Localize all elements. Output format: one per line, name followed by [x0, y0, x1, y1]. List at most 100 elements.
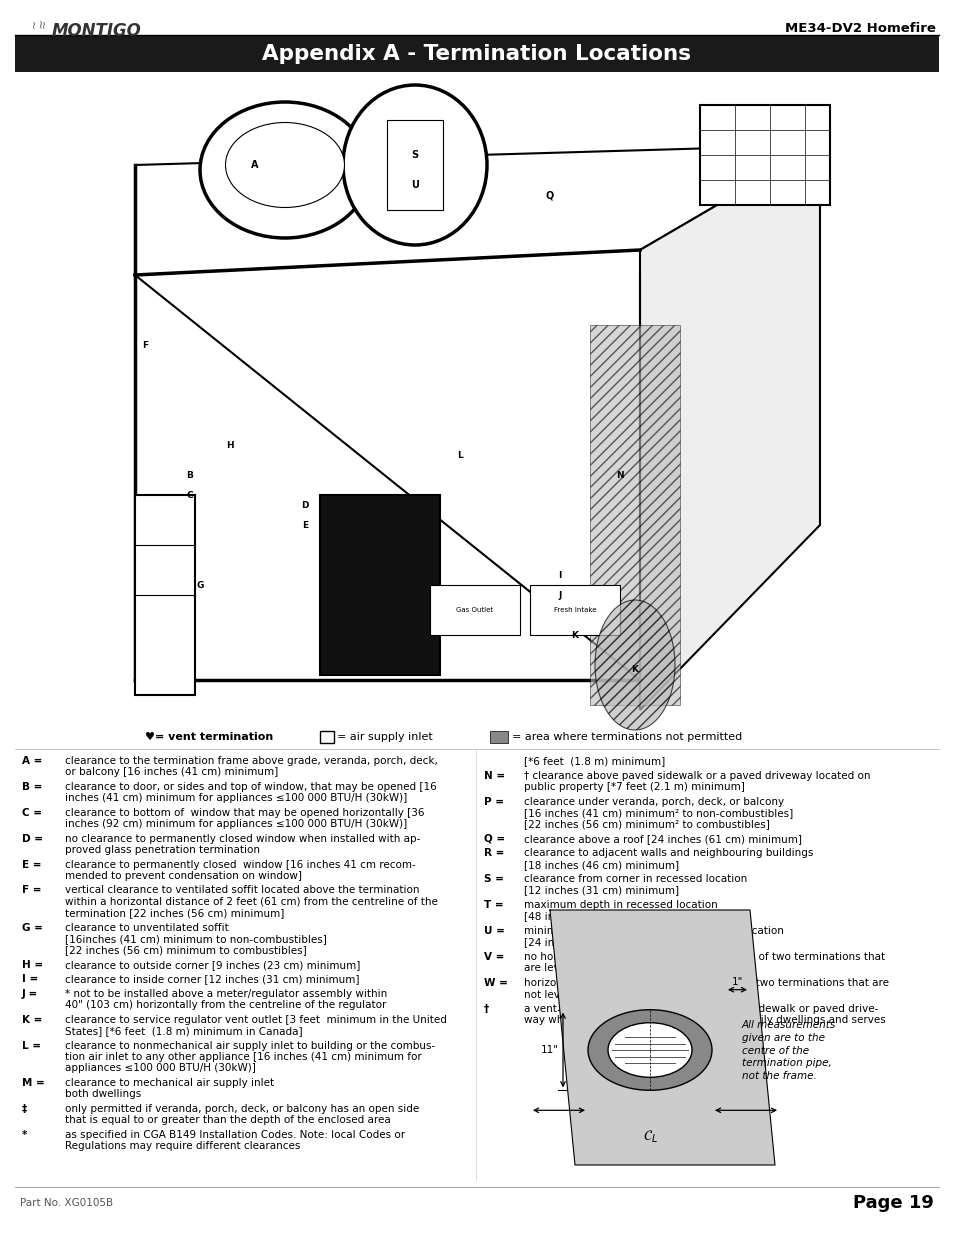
Text: 11": 11": [540, 1045, 558, 1055]
Text: minimum width for back wall of recessed location: minimum width for back wall of recessed …: [523, 926, 783, 936]
Bar: [319, 495, 439, 676]
Polygon shape: [639, 144, 820, 710]
Ellipse shape: [587, 1010, 711, 1091]
Text: ‡: ‡: [22, 1104, 27, 1114]
Text: both dwellings: both dwellings: [65, 1089, 141, 1099]
Polygon shape: [135, 144, 820, 275]
Text: [22 inches (56 cm) minimum² to combustibles]: [22 inches (56 cm) minimum² to combustib…: [523, 819, 769, 829]
Text: way which is located between two single family dwellings and serves: way which is located between two single …: [523, 1015, 884, 1025]
Text: H: H: [226, 441, 233, 450]
Text: [24 inches (61 cm) minimum]: [24 inches (61 cm) minimum]: [523, 937, 679, 947]
Text: C =: C =: [22, 808, 42, 818]
Text: = area where terminations not permitted: = area where terminations not permitted: [512, 732, 741, 742]
Text: I =: I =: [22, 974, 38, 984]
Text: as specified in CGA B149 Installation Codes. Note: local Codes or: as specified in CGA B149 Installation Co…: [65, 1130, 405, 1140]
Text: inches (92 cm) minimum for appliances ≤100 000 BTU/H (30kW)]: inches (92 cm) minimum for appliances ≤1…: [65, 819, 407, 829]
Text: = air supply inlet: = air supply inlet: [336, 732, 433, 742]
Text: ME34-DV2 Homefire: ME34-DV2 Homefire: [784, 22, 935, 35]
Polygon shape: [550, 910, 774, 1165]
Text: L =: L =: [22, 1041, 41, 1051]
Text: P =: P =: [483, 797, 503, 806]
Text: a vent shall not terminate directly above a sidewalk or paved drive-: a vent shall not terminate directly abov…: [523, 1004, 878, 1014]
Text: N: N: [616, 471, 623, 479]
Text: States] [*6 feet  (1.8 m) minimum in Canada]: States] [*6 feet (1.8 m) minimum in Cana…: [65, 1026, 302, 1036]
Text: E =: E =: [22, 860, 42, 869]
Text: ~: ~: [30, 19, 40, 28]
Text: 5 ½": 5 ½": [633, 1065, 657, 1076]
Text: N =: N =: [483, 771, 504, 781]
Text: tion air inlet to any other appliance [16 inches (41 cm) minimum for: tion air inlet to any other appliance [1…: [65, 1052, 421, 1062]
Text: * not to be installed above a meter/regulator assembly within: * not to be installed above a meter/regu…: [65, 989, 387, 999]
Ellipse shape: [200, 103, 370, 238]
Text: clearance to outside corner [9 inches (23 cm) minimum]: clearance to outside corner [9 inches (2…: [65, 960, 360, 969]
Text: C: C: [187, 490, 193, 499]
Text: Appendix A - Termination Locations: Appendix A - Termination Locations: [262, 44, 691, 64]
Text: ♥= vent termination: ♥= vent termination: [145, 732, 273, 742]
Text: A: A: [251, 161, 258, 170]
Text: F: F: [142, 341, 148, 350]
Text: proved glass penetration termination: proved glass penetration termination: [65, 845, 260, 855]
Text: † clearance above paved sidewalk or a paved driveway located on: † clearance above paved sidewalk or a pa…: [523, 771, 869, 781]
Text: or balcony [16 inches (41 cm) minimum]: or balcony [16 inches (41 cm) minimum]: [65, 767, 278, 777]
Text: no horizontal clearance between the frames of two terminations that: no horizontal clearance between the fram…: [523, 952, 884, 962]
Text: V =: V =: [483, 952, 504, 962]
Text: S: S: [411, 149, 418, 161]
Text: U =: U =: [483, 926, 504, 936]
Text: termination [22 inches (56 cm) minimum]: termination [22 inches (56 cm) minimum]: [65, 908, 284, 918]
Bar: [319, 731, 334, 743]
Text: clearance to the termination frame above grade, veranda, porch, deck,: clearance to the termination frame above…: [65, 756, 437, 766]
Text: are level.: are level.: [523, 963, 572, 973]
Text: clearance to door, or sides and top of window, that may be opened [16: clearance to door, or sides and top of w…: [65, 782, 436, 792]
Text: that is equal to or greater than the depth of the enclosed area: that is equal to or greater than the dep…: [65, 1115, 391, 1125]
Text: mended to prevent condensation on window]: mended to prevent condensation on window…: [65, 871, 302, 881]
Text: I: I: [558, 571, 561, 579]
Text: clearance to nonmechanical air supply inlet to building or the combus-: clearance to nonmechanical air supply in…: [65, 1041, 435, 1051]
Bar: [135, 495, 194, 695]
Text: Part No. XG0105B: Part No. XG0105B: [20, 1198, 113, 1208]
Text: inches (41 cm) minimum for appliances ≤100 000 BTU/H (30kW)]: inches (41 cm) minimum for appliances ≤1…: [65, 793, 407, 803]
Text: Regulations may require different clearances: Regulations may require different cleara…: [65, 1141, 300, 1151]
Text: Gas Outlet: Gas Outlet: [456, 606, 493, 613]
Text: [16inches (41 cm) minimum to non-combustibles]: [16inches (41 cm) minimum to non-combust…: [65, 934, 327, 944]
Text: All measurements
given are to the
centre of the
termination pipe,
not the frame.: All measurements given are to the centre…: [741, 1020, 836, 1081]
Text: clearance to bottom of  window that may be opened horizontally [36: clearance to bottom of window that may b…: [65, 808, 424, 818]
Text: *: *: [22, 1130, 28, 1140]
Text: K: K: [571, 631, 578, 640]
Text: K: K: [631, 666, 638, 674]
Text: clearance under veranda, porch, deck, or balcony: clearance under veranda, porch, deck, or…: [523, 797, 783, 806]
Text: clearance to adjacent walls and neighbouring buildings: clearance to adjacent walls and neighbou…: [523, 848, 813, 858]
Text: B =: B =: [22, 782, 42, 792]
Ellipse shape: [343, 85, 486, 245]
Text: U: U: [411, 180, 418, 190]
Text: Q =: Q =: [483, 834, 504, 844]
Ellipse shape: [225, 122, 344, 207]
Text: G =: G =: [22, 923, 43, 932]
Bar: [430, 585, 519, 635]
Text: clearance above a roof [24 inches (61 cm) minimum]: clearance above a roof [24 inches (61 cm…: [523, 834, 801, 844]
Bar: [15, 36, 938, 72]
Text: [*6 feet  (1.8 m) minimum]: [*6 feet (1.8 m) minimum]: [523, 756, 664, 766]
Text: clearance from corner in recessed location: clearance from corner in recessed locati…: [523, 874, 746, 884]
Text: ~: ~: [35, 17, 48, 27]
Bar: [387, 120, 442, 210]
Text: clearance to service regulator vent outlet [3 feet  minimum in the United: clearance to service regulator vent outl…: [65, 1015, 446, 1025]
Text: horizontal clearance between the frames of two terminations that are: horizontal clearance between the frames …: [523, 978, 888, 988]
Text: 1": 1": [731, 977, 742, 987]
Text: only permitted if veranda, porch, deck, or balcony has an open side: only permitted if veranda, porch, deck, …: [65, 1104, 418, 1114]
Text: vertical clearance to ventilated soffit located above the termination: vertical clearance to ventilated soffit …: [65, 885, 419, 895]
Text: Page 19: Page 19: [852, 1194, 933, 1212]
Text: clearance to permanently closed  window [16 inches 41 cm recom-: clearance to permanently closed window […: [65, 860, 416, 869]
Bar: [589, 325, 679, 705]
Text: W =: W =: [483, 978, 507, 988]
Text: MONTIGO: MONTIGO: [52, 22, 142, 40]
Text: Fresh Intake: Fresh Intake: [553, 606, 596, 613]
Text: G: G: [196, 580, 204, 589]
Text: T =: T =: [483, 900, 503, 910]
Text: †: †: [483, 1004, 489, 1014]
Text: J: J: [558, 590, 561, 599]
Text: J =: J =: [22, 989, 38, 999]
Text: no clearance to permanently closed window when installed with ap-: no clearance to permanently closed windo…: [65, 834, 420, 844]
Text: not level.  [36 inches (92 cm) minimum]: not level. [36 inches (92 cm) minimum]: [523, 989, 734, 999]
Text: [16 inches (41 cm) minimum² to non-combustibles]: [16 inches (41 cm) minimum² to non-combu…: [523, 808, 792, 818]
Text: R =: R =: [483, 848, 504, 858]
